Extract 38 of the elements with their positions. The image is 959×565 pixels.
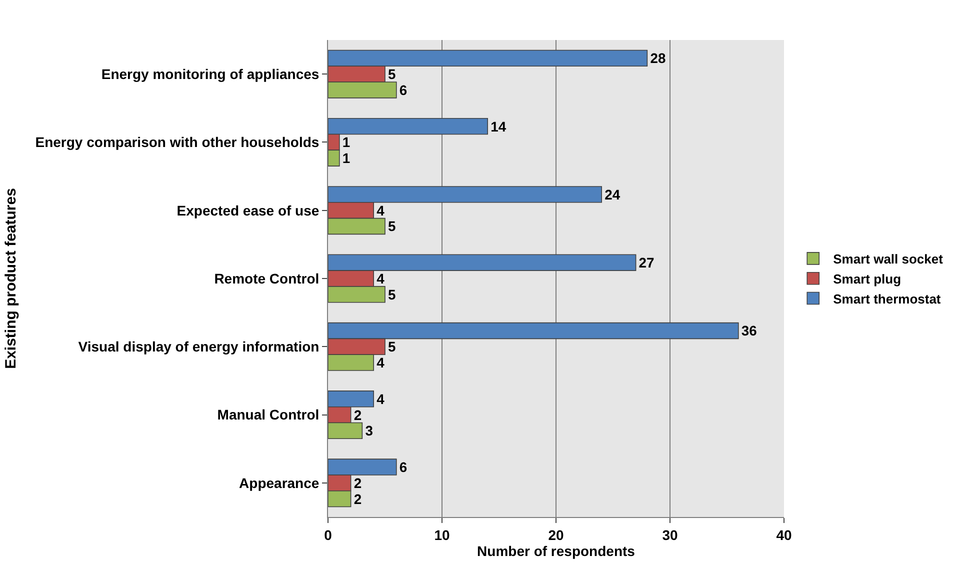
data-label: 1 — [342, 150, 350, 166]
data-label: 2 — [354, 474, 362, 491]
x-tick-label: 40 — [776, 526, 792, 543]
data-label: 4 — [376, 390, 385, 407]
y-tick-label: Manual Control — [217, 406, 320, 423]
x-tick-label: 30 — [662, 526, 678, 543]
data-label: 28 — [650, 50, 666, 66]
data-label: 5 — [388, 218, 396, 234]
data-label: 24 — [604, 186, 620, 202]
y-tick-label: Energy comparison with other households — [35, 134, 320, 150]
data-label: 3 — [365, 422, 374, 439]
data-label: 6 — [399, 459, 408, 475]
y-tick-label: Energy monitoring of appliances — [101, 66, 320, 82]
data-label: 2 — [354, 490, 362, 507]
x-tick-label: 10 — [434, 526, 450, 543]
y-tick-label: Visual display of energy information — [78, 338, 320, 355]
y-tick-label: Remote Control — [214, 270, 320, 286]
y-tick-label: Appearance — [239, 474, 320, 491]
y-tick-label: Expected ease of use — [176, 202, 320, 218]
data-label: 36 — [741, 322, 758, 339]
x-tick-label: 0 — [324, 526, 332, 543]
data-label: 1 — [342, 134, 350, 150]
legend-label: Smart plug — [833, 271, 902, 286]
legend-label: Smart thermostat — [833, 291, 942, 306]
data-label: 27 — [638, 254, 655, 271]
data-label: 6 — [399, 82, 408, 98]
data-label: 14 — [490, 118, 506, 134]
x-tick-label: 20 — [548, 526, 564, 543]
data-label: 5 — [388, 286, 396, 302]
x-axis-title: Number of respondents — [477, 542, 636, 559]
y-axis-title: Existing product features — [2, 188, 20, 369]
data-label: 4 — [376, 354, 385, 371]
data-label: 4 — [376, 202, 385, 218]
data-label: 4 — [376, 270, 385, 286]
data-label: 5 — [388, 338, 396, 355]
data-label: 2 — [354, 406, 362, 423]
data-label: 5 — [388, 66, 396, 82]
legend-label: Smart wall socket — [833, 252, 944, 267]
